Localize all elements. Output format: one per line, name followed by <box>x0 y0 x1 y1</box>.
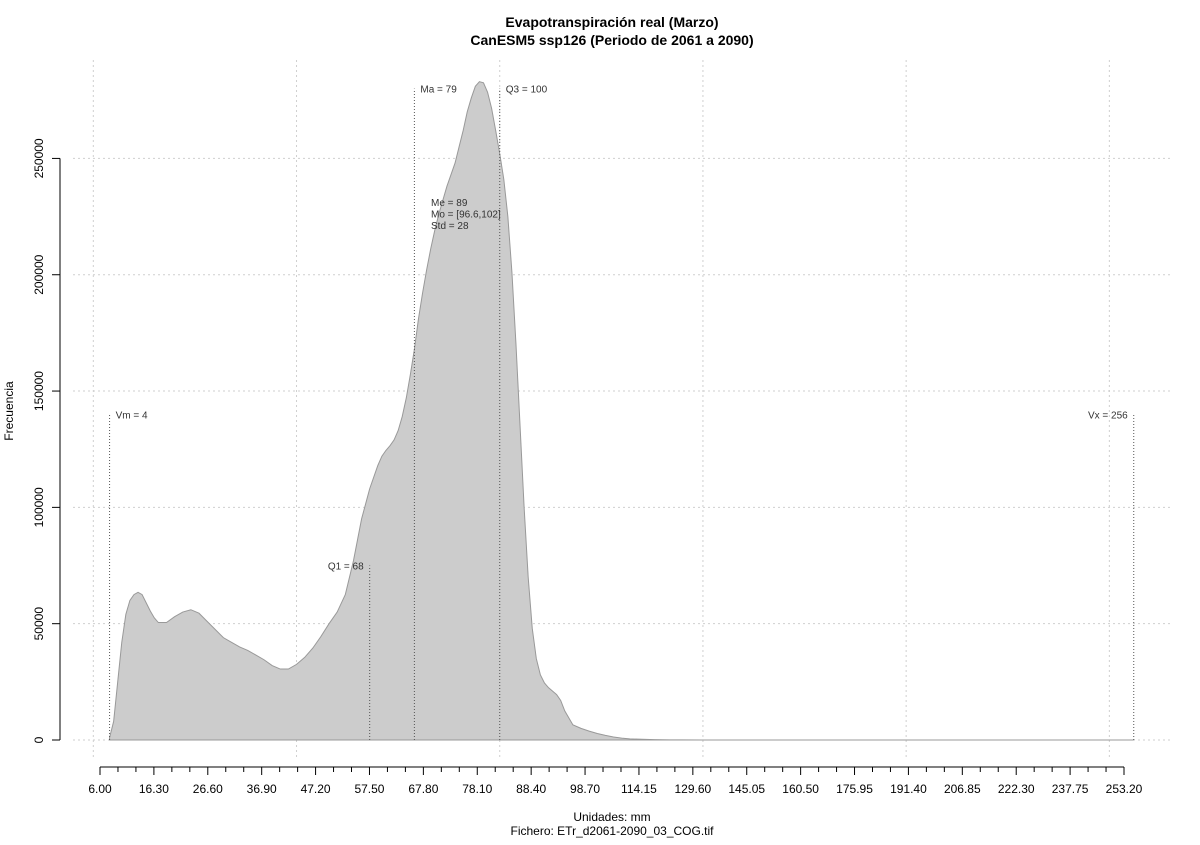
marker-label: Ma = 79 <box>420 85 457 96</box>
axes: 0 50000 100000 150000 200000 250000 6.00 16.30 2… <box>32 138 1143 796</box>
y-tick-label: 100000 <box>32 487 46 527</box>
marker-label: Vm = 4 <box>116 410 148 421</box>
x-tick-label: 98.70 <box>570 782 600 796</box>
y-tick-label: 250000 <box>32 138 46 178</box>
x-tick-label: 237.75 <box>1052 782 1089 796</box>
x-tick-label: 47.20 <box>301 782 331 796</box>
x-tick-label: 114.15 <box>621 782 657 796</box>
annotations: Vm = 4 Q1 = 68 Ma = 79 Q3 = 100 Vx = 256 <box>109 85 1135 740</box>
x-tick-label: 6.00 <box>88 782 112 796</box>
y-tick-label: 200000 <box>32 254 46 294</box>
stats-line: Std = 28 <box>431 221 469 232</box>
x-tick-label: 78.10 <box>462 782 492 796</box>
x-tick-label: 175.95 <box>836 782 873 796</box>
x-tick-label: 253.20 <box>1106 782 1143 796</box>
y-axis-label: Frecuencia <box>2 381 16 441</box>
x-tick-label: 222.30 <box>998 782 1035 796</box>
x-axis-label: Unidades: mm <box>573 810 650 824</box>
density-area <box>109 81 1134 741</box>
y-tick-label: 150000 <box>32 371 46 411</box>
chart-title: Evapotranspiración real (Marzo) <box>505 14 718 30</box>
x-tick-label: 16.30 <box>139 782 169 796</box>
x-tick-label: 129.60 <box>674 782 711 796</box>
footer-filename: Fichero: ETr_d2061-2090_03_COG.tif <box>511 824 715 838</box>
x-tick-label: 36.90 <box>247 782 277 796</box>
marker-label: Q3 = 100 <box>506 85 548 96</box>
y-tick-label: 0 <box>32 736 46 743</box>
x-tick-label: 191.40 <box>890 782 927 796</box>
x-tick-label: 57.50 <box>354 782 384 796</box>
density-shape <box>109 81 1134 741</box>
x-tick-label: 88.40 <box>516 782 546 796</box>
stats-line: Me = 89 <box>431 198 468 209</box>
x-tick-label: 206.85 <box>944 782 981 796</box>
x-tick-label: 160.50 <box>782 782 819 796</box>
y-tick-label: 50000 <box>32 607 46 641</box>
x-tick-label: 26.60 <box>193 782 223 796</box>
chart-subtitle: CanESM5 ssp126 (Periodo de 2061 a 2090) <box>470 32 753 48</box>
x-tick-label: 67.80 <box>408 782 438 796</box>
marker-label: Q1 = 68 <box>328 562 364 573</box>
stats-line: Mo = [96.6,102] <box>431 210 501 221</box>
x-tick-label: 145.05 <box>728 782 765 796</box>
marker-label: Vx = 256 <box>1088 410 1128 421</box>
